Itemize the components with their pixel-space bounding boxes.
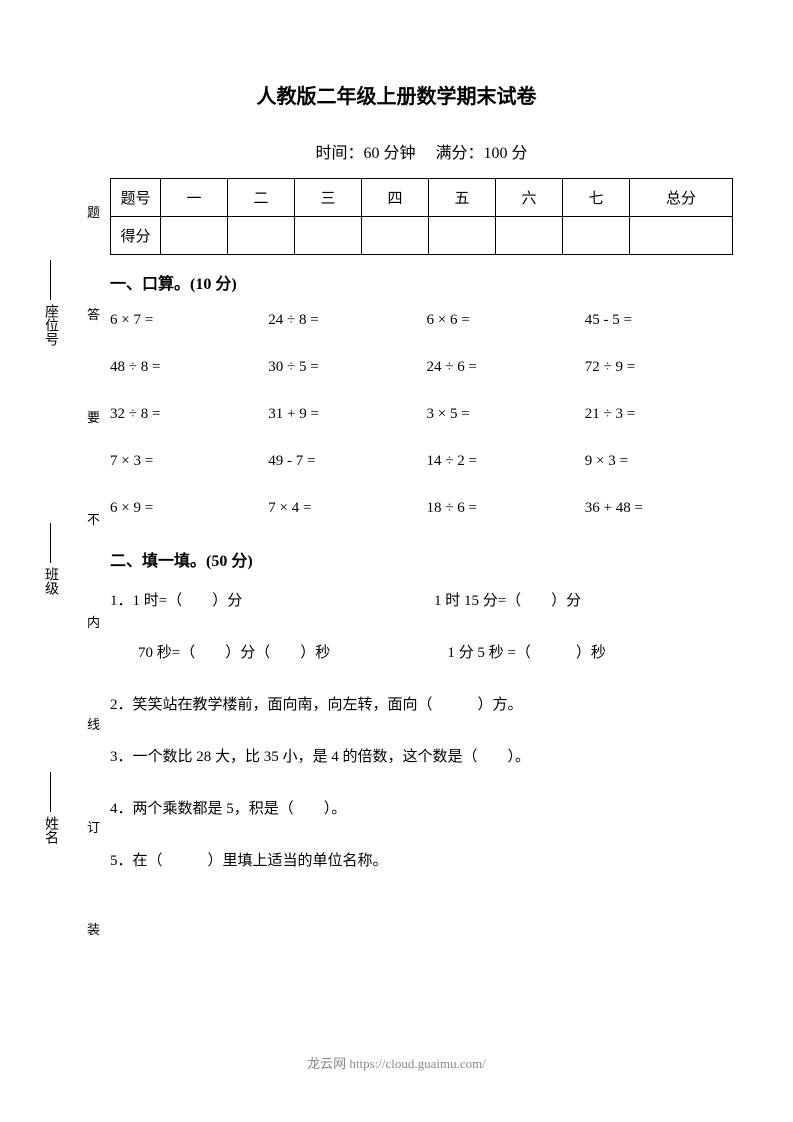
side-labels: 座位号 班级 姓名 <box>40 170 60 930</box>
fill-q1-row2: 70 秒=（ ）分（ ）秒 1 分 5 秒 =（ ）秒 <box>110 641 733 665</box>
binding-char: 线 <box>87 712 100 735</box>
calc-item: 31 + 9 = <box>268 406 416 423</box>
calc-item: 18 ÷ 6 = <box>427 500 575 517</box>
binding-char: 内 <box>87 610 100 633</box>
binding-char: 答 <box>87 302 100 325</box>
fill-q1c: 70 秒=（ ）分（ ）秒 <box>138 641 424 665</box>
binding-char: 题 <box>87 200 100 223</box>
fill-line <box>50 260 51 300</box>
fill-q3: 3．一个数比 28 大，比 35 小，是 4 的倍数，这个数是（ ）。 <box>110 745 733 769</box>
score-cell <box>161 217 228 255</box>
table-row: 题号 一 二 三 四 五 六 七 总分 <box>111 179 733 217</box>
side-label-seat: 座位号 <box>40 256 60 346</box>
fill-q1a: 1．1 时=（ ）分 <box>110 589 409 613</box>
footer: 龙云网 https://cloud.guaimu.com/ <box>0 1053 793 1072</box>
fill-q5: 5．在（ ）里填上适当的单位名称。 <box>110 849 733 873</box>
exam-title: 人教版二年级上册数学期末试卷 <box>0 80 793 109</box>
binding-char: 装 <box>87 917 100 940</box>
calc-item: 49 - 7 = <box>268 453 416 470</box>
calc-item: 72 ÷ 9 = <box>585 359 733 376</box>
fill-q1b: 1 时 15 分=（ ）分 <box>434 589 733 613</box>
score-label: 满分： <box>436 145 484 162</box>
table-row: 得分 <box>111 217 733 255</box>
fill-line <box>50 523 51 563</box>
col-header: 总分 <box>630 179 733 217</box>
fill-q2: 2．笑笑站在教学楼前，面向南，向左转，面向（ ）方。 <box>110 693 733 717</box>
calc-item: 24 ÷ 8 = <box>268 312 416 329</box>
calc-item: 24 ÷ 6 = <box>427 359 575 376</box>
seat-label: 座位号 <box>40 304 60 346</box>
score-cell <box>496 217 563 255</box>
calc-item: 32 ÷ 8 = <box>110 406 258 423</box>
row-label: 得分 <box>111 217 161 255</box>
calc-item: 9 × 3 = <box>585 453 733 470</box>
header-label: 题号 <box>111 179 161 217</box>
calc-item: 6 × 9 = <box>110 500 258 517</box>
calc-item: 36 + 48 = <box>585 500 733 517</box>
score-cell <box>563 217 630 255</box>
score-cell <box>429 217 496 255</box>
calc-item: 45 - 5 = <box>585 312 733 329</box>
col-header: 二 <box>228 179 295 217</box>
calc-item: 21 ÷ 3 = <box>585 406 733 423</box>
fill-q1d: 1 分 5 秒 =（ ）秒 <box>447 641 733 665</box>
section1-title: 一、口算。(10 分) <box>110 270 733 294</box>
side-label-name: 姓名 <box>40 768 60 844</box>
col-header: 五 <box>429 179 496 217</box>
name-label: 姓名 <box>40 816 60 844</box>
col-header: 七 <box>563 179 630 217</box>
score-cell <box>630 217 733 255</box>
binding-char: 订 <box>87 815 100 838</box>
score-value: 100 分 <box>484 145 528 162</box>
calc-item: 7 × 3 = <box>110 453 258 470</box>
binding-char: 不 <box>87 507 100 530</box>
score-table: 题号 一 二 三 四 五 六 七 总分 得分 <box>110 178 733 255</box>
calc-item: 7 × 4 = <box>268 500 416 517</box>
calc-item: 30 ÷ 5 = <box>268 359 416 376</box>
time-value: 60 分钟 <box>363 145 415 162</box>
time-label: 时间： <box>315 145 363 162</box>
section2-title: 二、填一填。(50 分) <box>110 547 733 571</box>
fill-q1-row1: 1．1 时=（ ）分 1 时 15 分=（ ）分 <box>110 589 733 613</box>
binding-chars: 题 答 要 不 内 线 订 装 <box>87 160 100 980</box>
calc-item: 14 ÷ 2 = <box>427 453 575 470</box>
calc-item: 6 × 7 = <box>110 312 258 329</box>
col-header: 四 <box>362 179 429 217</box>
calc-item: 6 × 6 = <box>427 312 575 329</box>
calc-item: 3 × 5 = <box>427 406 575 423</box>
col-header: 六 <box>496 179 563 217</box>
col-header: 一 <box>161 179 228 217</box>
score-cell <box>362 217 429 255</box>
calc-grid: 6 × 7 = 24 ÷ 8 = 6 × 6 = 45 - 5 = 48 ÷ 8… <box>110 312 733 517</box>
score-cell <box>295 217 362 255</box>
fill-line <box>50 772 51 812</box>
calc-item: 48 ÷ 8 = <box>110 359 258 376</box>
side-label-class: 班级 <box>40 519 60 595</box>
class-label: 班级 <box>40 567 60 595</box>
score-cell <box>228 217 295 255</box>
col-header: 三 <box>295 179 362 217</box>
exam-info: 时间：60 分钟 满分：100 分 <box>110 139 733 163</box>
fill-q4: 4．两个乘数都是 5，积是（ ）。 <box>110 797 733 821</box>
binding-char: 要 <box>87 405 100 428</box>
